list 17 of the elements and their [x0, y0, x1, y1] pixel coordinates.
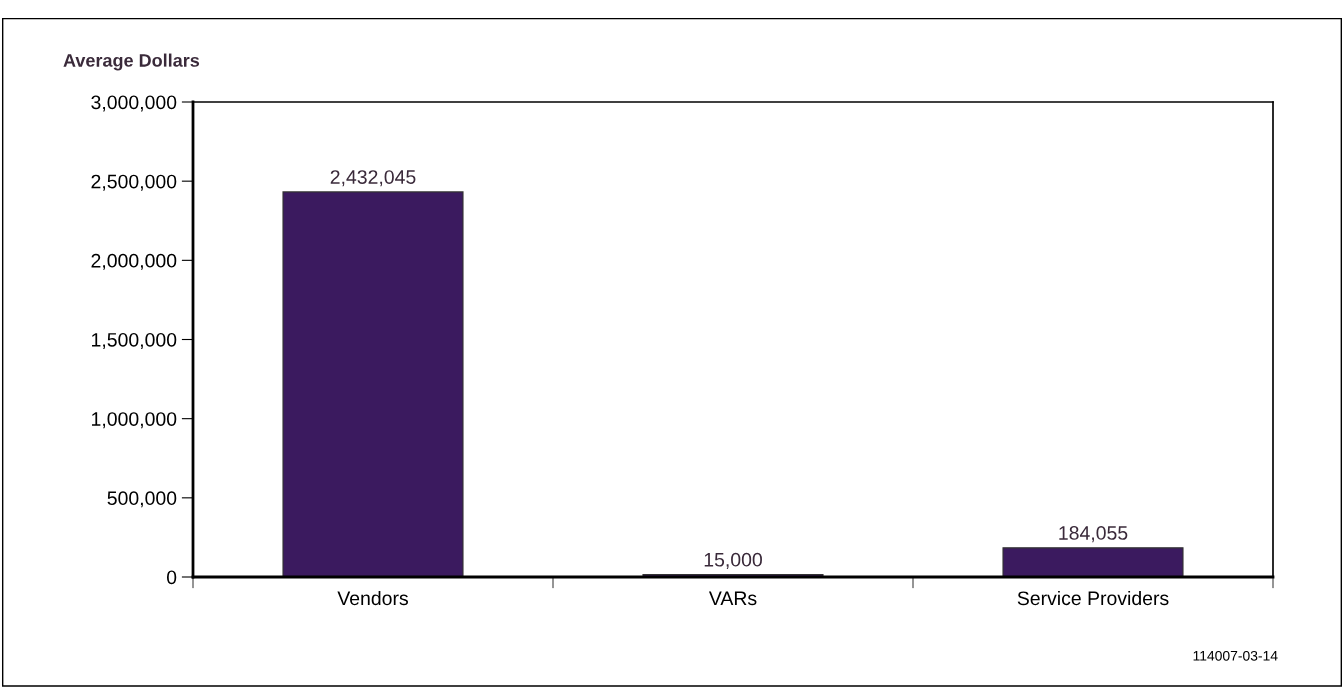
bar	[282, 191, 464, 577]
data-label: 15,000	[704, 552, 762, 569]
y-tick-label: 1,500,000	[92, 332, 177, 350]
text: 114007-03-14	[1193, 650, 1278, 661]
x-tick-label: Service Providers	[1017, 590, 1169, 606]
bar	[1002, 547, 1184, 577]
y-tick-label: 0	[166, 570, 177, 585]
x-tick-label: VARs	[708, 591, 757, 606]
x-tick-label: Vendors	[337, 590, 408, 606]
y-tick-label: 1,000,000	[92, 412, 177, 429]
y-tick-label: 3,000,000	[91, 95, 177, 112]
data-label: 184,055	[1059, 526, 1128, 543]
y-tick-label: 500,000	[107, 491, 177, 508]
y-axis-title: Average Dollars	[63, 53, 200, 71]
y-tick-label: 2,000,000	[91, 253, 177, 270]
y-tick-label: 2,500,000	[91, 174, 177, 191]
data-label: 2,432,045	[330, 170, 416, 187]
